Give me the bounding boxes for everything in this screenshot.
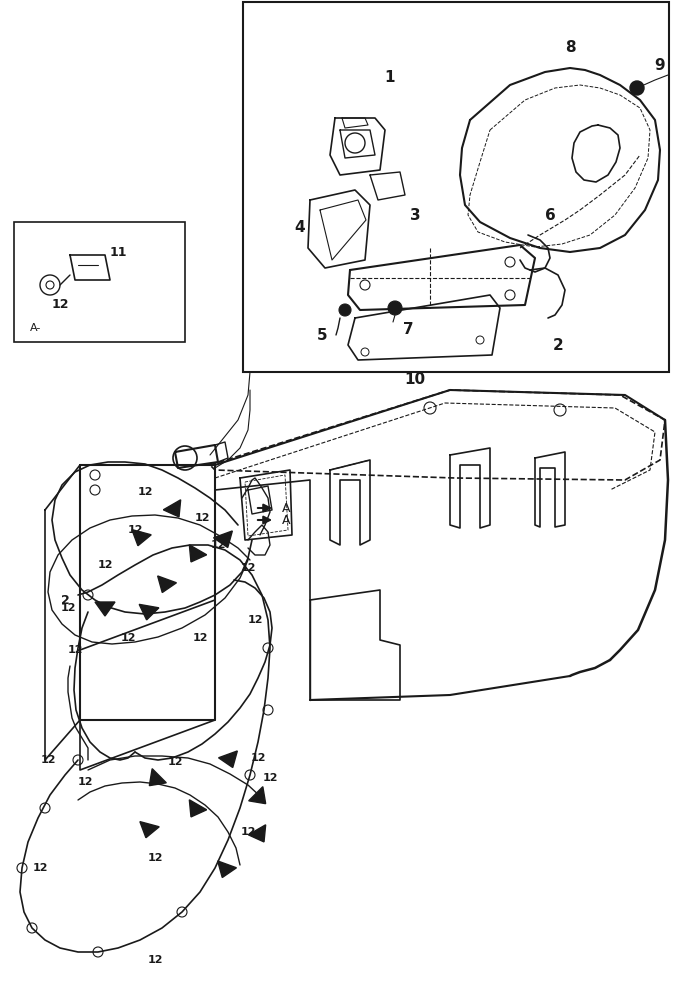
Text: 12: 12 bbox=[60, 603, 76, 613]
Circle shape bbox=[339, 304, 351, 316]
Text: 5: 5 bbox=[316, 328, 327, 342]
Polygon shape bbox=[149, 769, 166, 786]
Text: 12: 12 bbox=[67, 645, 82, 655]
Polygon shape bbox=[218, 751, 237, 768]
Text: 12: 12 bbox=[192, 633, 208, 643]
Text: 12: 12 bbox=[240, 563, 256, 573]
Text: 12: 12 bbox=[137, 487, 153, 497]
Polygon shape bbox=[214, 531, 233, 548]
Polygon shape bbox=[140, 822, 160, 838]
Text: 3: 3 bbox=[410, 208, 420, 223]
Polygon shape bbox=[95, 602, 115, 616]
Bar bbox=[14, 222, 185, 342]
Text: 8: 8 bbox=[564, 40, 575, 55]
Text: 12: 12 bbox=[194, 513, 210, 523]
Text: 12: 12 bbox=[77, 777, 93, 787]
Text: 6: 6 bbox=[545, 208, 556, 223]
Text: 12: 12 bbox=[250, 753, 266, 763]
Text: 10: 10 bbox=[404, 372, 426, 387]
Text: 12: 12 bbox=[247, 615, 263, 625]
Polygon shape bbox=[139, 604, 159, 620]
Text: 12: 12 bbox=[147, 955, 163, 965]
Text: 11: 11 bbox=[110, 245, 127, 258]
Polygon shape bbox=[249, 787, 266, 804]
Text: 9: 9 bbox=[654, 57, 665, 73]
Text: A: A bbox=[282, 514, 291, 526]
Text: 7: 7 bbox=[403, 322, 413, 338]
Text: 1: 1 bbox=[385, 70, 395, 86]
Text: 12: 12 bbox=[147, 853, 163, 863]
Text: 12: 12 bbox=[120, 633, 136, 643]
Polygon shape bbox=[189, 800, 207, 817]
Text: 12: 12 bbox=[262, 773, 278, 783]
Text: 12: 12 bbox=[41, 755, 55, 765]
Text: 12: 12 bbox=[32, 863, 48, 873]
Text: 12: 12 bbox=[240, 827, 256, 837]
Polygon shape bbox=[248, 825, 266, 842]
Text: 12: 12 bbox=[97, 560, 113, 570]
Text: 12: 12 bbox=[127, 525, 143, 535]
Polygon shape bbox=[189, 545, 207, 562]
Text: A-: A- bbox=[30, 323, 41, 333]
Polygon shape bbox=[132, 530, 151, 546]
Circle shape bbox=[388, 301, 402, 315]
Text: 4: 4 bbox=[295, 221, 306, 235]
Text: 2: 2 bbox=[552, 338, 563, 353]
Text: 12: 12 bbox=[210, 540, 226, 550]
Text: 2: 2 bbox=[61, 593, 70, 606]
Circle shape bbox=[630, 81, 644, 95]
Polygon shape bbox=[218, 861, 237, 878]
Text: 12: 12 bbox=[167, 757, 183, 767]
Text: 12: 12 bbox=[51, 298, 69, 312]
Bar bbox=[243, 2, 669, 372]
Polygon shape bbox=[158, 576, 176, 593]
Polygon shape bbox=[164, 500, 180, 517]
Text: A: A bbox=[282, 502, 291, 514]
